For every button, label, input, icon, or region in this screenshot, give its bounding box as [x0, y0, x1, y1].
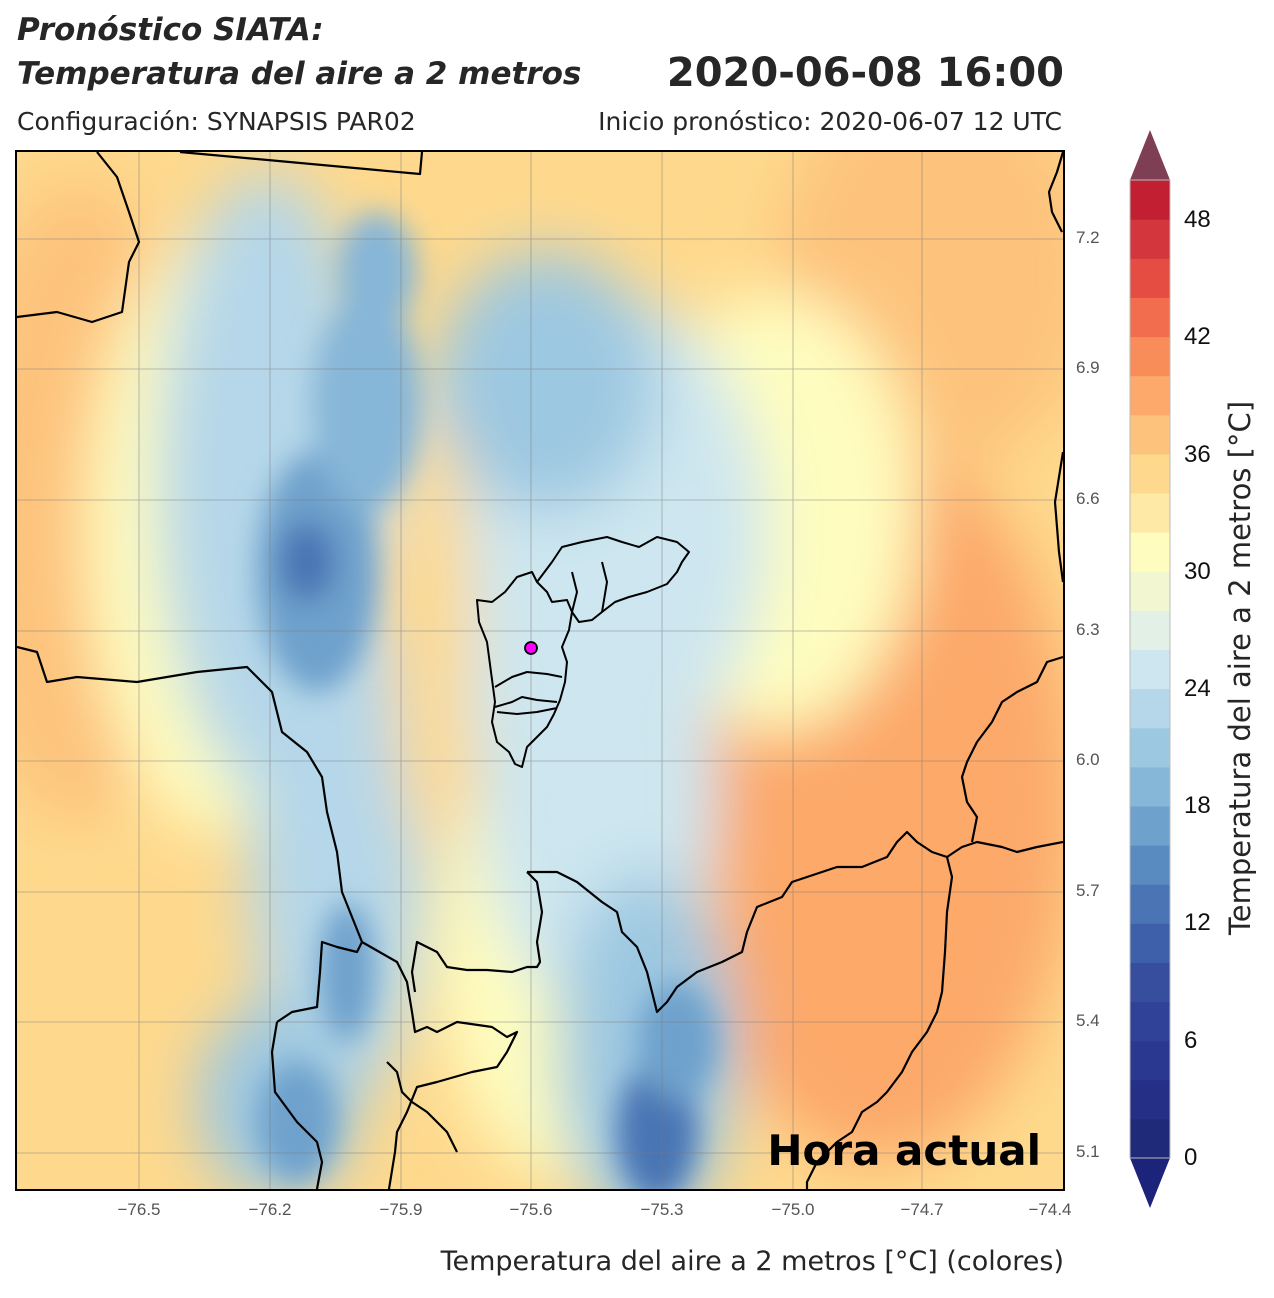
current-hour-label: Hora actual — [767, 1126, 1041, 1175]
colorbar-tick-48: 48 — [1184, 206, 1211, 233]
lat-lon-gridlines — [17, 152, 1063, 1189]
map-canvas — [17, 152, 1063, 1189]
colorbar-segment — [1130, 375, 1170, 416]
colorbar-tick-42: 42 — [1184, 323, 1211, 350]
lat-tick-1: 7.2 — [1076, 228, 1100, 247]
lon-tick-1: −76.5 — [117, 1200, 161, 1219]
lon-tick-7: −74.7 — [900, 1200, 944, 1219]
temperature-map: Hora actual — [15, 150, 1065, 1191]
colorbar-tick-36: 36 — [1184, 441, 1211, 468]
configuration-label: Configuración: SYNAPSIS PAR02 — [17, 107, 416, 136]
lon-tick-5: −75.3 — [640, 1200, 684, 1219]
colorbar-segment — [1130, 649, 1170, 690]
lat-tick-6: 5.7 — [1076, 881, 1100, 900]
colorbar-tick-6: 6 — [1184, 1027, 1198, 1054]
colorbar-segments — [1130, 180, 1170, 1159]
lat-tick-2: 6.9 — [1076, 358, 1100, 377]
x-axis-label: Temperatura del aire a 2 metros [°C] (co… — [440, 1246, 1064, 1277]
colorbar-segment — [1130, 336, 1170, 377]
lon-tick-2: −76.2 — [248, 1200, 292, 1219]
forecast-datetime: 2020-06-08 16:00 — [666, 50, 1064, 96]
colorbar-over-arrow — [1130, 130, 1170, 180]
colorbar-segment — [1130, 766, 1170, 807]
colorbar-segment — [1130, 258, 1170, 298]
title-line-1: Pronóstico SIATA: — [17, 12, 324, 48]
colorbar-segment — [1130, 1040, 1170, 1081]
medellin-location-marker — [524, 641, 538, 655]
colorbar-segment — [1130, 219, 1170, 259]
lat-tick-4: 6.3 — [1076, 620, 1100, 639]
lon-tick-6: −75.0 — [771, 1200, 815, 1219]
colorbar-under-arrow — [1130, 1158, 1170, 1208]
title-line-2: Temperatura del aire a 2 metros — [17, 56, 582, 92]
colorbar-segment — [1130, 845, 1170, 885]
colorbar-segment — [1130, 297, 1170, 338]
colorbar-tick-30: 30 — [1184, 558, 1211, 585]
colorbar-segment — [1130, 180, 1170, 220]
colorbar-segment — [1130, 610, 1170, 651]
colorbar-segment — [1130, 492, 1170, 533]
colorbar-tick-0: 0 — [1184, 1144, 1198, 1171]
lon-tick-3: −75.9 — [379, 1200, 423, 1219]
colorbar-label: Temperatura del aire a 2 metros [°C] — [1223, 400, 1257, 936]
colorbar-segment — [1130, 1079, 1170, 1120]
lat-tick-8: 5.1 — [1076, 1142, 1100, 1161]
colorbar-tick-18: 18 — [1184, 792, 1211, 819]
colorbar-border — [1129, 179, 1171, 1159]
colorbar-tick-24: 24 — [1184, 675, 1211, 702]
colorbar-segment — [1130, 923, 1170, 963]
colorbar-segment — [1130, 453, 1170, 494]
lat-tick-5: 6.0 — [1076, 750, 1100, 769]
colorbar-segment — [1130, 727, 1170, 768]
colorbar-segment — [1130, 1001, 1170, 1042]
colorbar-segment — [1130, 805, 1170, 846]
colorbar-segment — [1130, 571, 1170, 611]
colorbar-tick-12: 12 — [1184, 909, 1211, 936]
lon-tick-4: −75.6 — [509, 1200, 553, 1219]
colorbar-segment — [1130, 962, 1170, 1003]
colorbar — [1129, 130, 1171, 1208]
lat-tick-3: 6.6 — [1076, 489, 1100, 508]
colorbar-segment — [1130, 1118, 1170, 1159]
department-boundaries — [17, 152, 1063, 1189]
colorbar-segment — [1130, 532, 1170, 572]
metropolitan-municipality-boundaries — [476, 536, 690, 768]
forecast-init-label: Inicio pronóstico: 2020-06-07 12 UTC — [598, 107, 1062, 136]
lat-tick-7: 5.4 — [1076, 1011, 1100, 1030]
colorbar-segment — [1130, 688, 1170, 729]
colorbar-segment — [1130, 414, 1170, 455]
colorbar-segment — [1130, 884, 1170, 924]
lon-tick-8: −74.4 — [1028, 1200, 1072, 1219]
